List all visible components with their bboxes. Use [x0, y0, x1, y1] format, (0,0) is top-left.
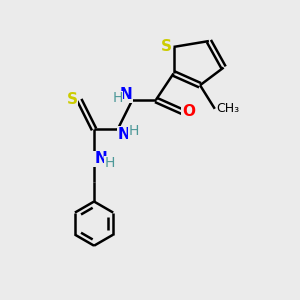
Text: N: N [94, 151, 107, 166]
Text: H: H [105, 156, 116, 170]
Text: CH₃: CH₃ [217, 102, 240, 115]
Text: S: S [161, 39, 172, 54]
Text: H: H [112, 92, 123, 106]
Text: S: S [67, 92, 77, 107]
Text: O: O [182, 104, 195, 119]
Text: H: H [129, 124, 139, 138]
Text: N: N [119, 87, 132, 102]
Text: N: N [118, 127, 130, 142]
